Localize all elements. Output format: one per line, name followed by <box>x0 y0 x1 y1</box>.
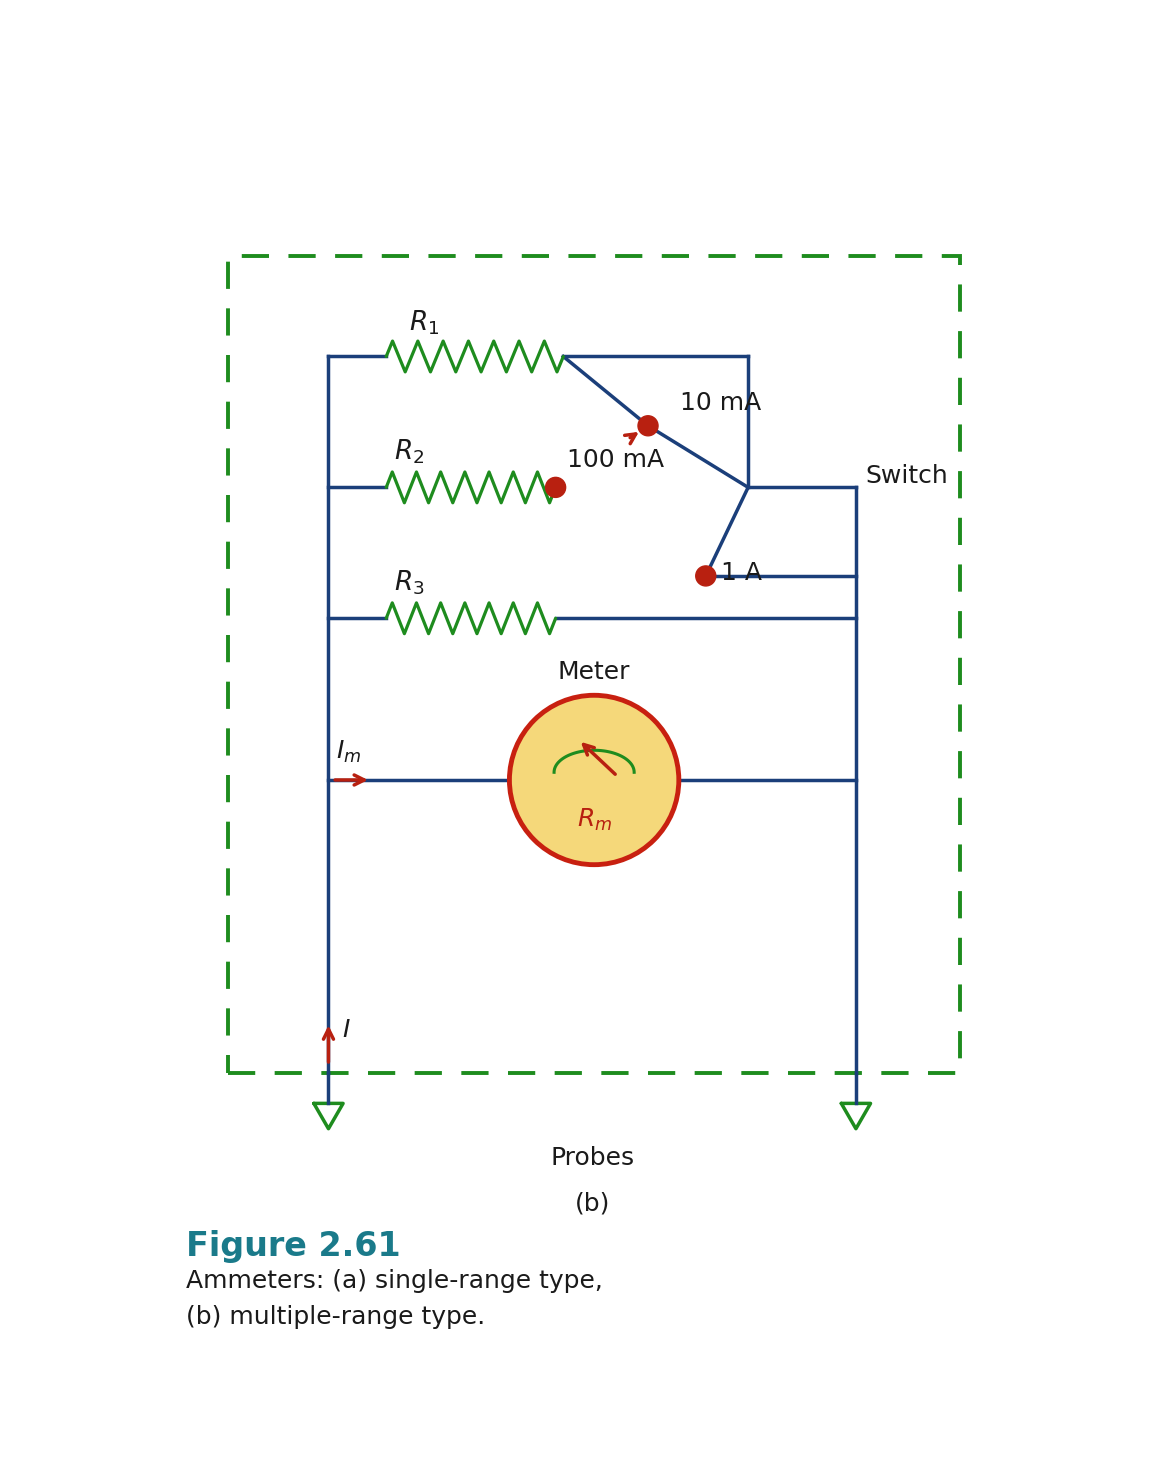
Text: $R_2$: $R_2$ <box>393 437 425 465</box>
Circle shape <box>546 477 566 498</box>
Text: 1 A: 1 A <box>721 560 762 585</box>
Text: (b) multiple-range type.: (b) multiple-range type. <box>186 1306 485 1329</box>
Text: $R_1$: $R_1$ <box>410 308 440 338</box>
Text: 100 mA: 100 mA <box>567 449 664 473</box>
Text: 10 mA: 10 mA <box>680 391 761 415</box>
Text: Figure 2.61: Figure 2.61 <box>186 1230 400 1264</box>
Text: Switch: Switch <box>865 464 948 488</box>
Text: Meter: Meter <box>558 659 631 683</box>
Text: $R_3$: $R_3$ <box>393 568 425 597</box>
Text: $R_m$: $R_m$ <box>576 806 612 833</box>
Text: (b): (b) <box>575 1192 610 1215</box>
Circle shape <box>638 416 658 436</box>
Circle shape <box>695 566 716 585</box>
Text: $I$: $I$ <box>342 1018 351 1042</box>
Text: $I_m$: $I_m$ <box>337 738 361 765</box>
Text: Ammeters: (a) single-range type,: Ammeters: (a) single-range type, <box>186 1269 603 1292</box>
Bar <box>228 256 960 1073</box>
Circle shape <box>509 695 679 864</box>
Text: Probes: Probes <box>550 1146 634 1169</box>
